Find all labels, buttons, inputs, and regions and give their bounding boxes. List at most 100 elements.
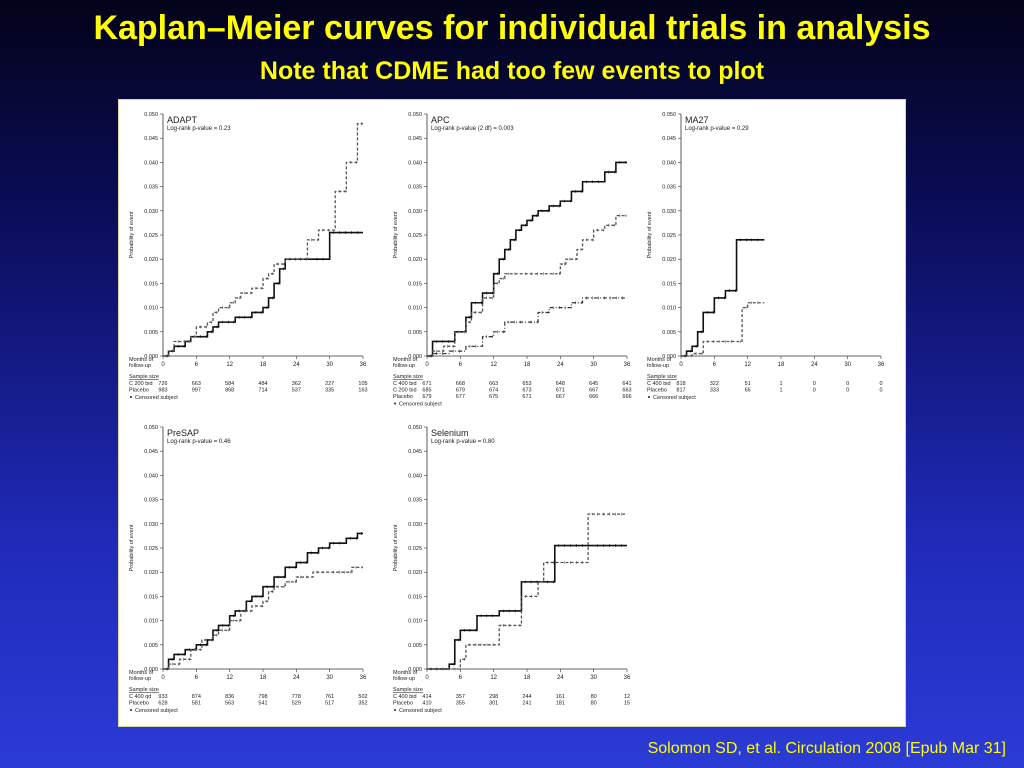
- censored-legend-dot: [394, 402, 396, 405]
- y-tick-label: 0.040: [662, 160, 676, 166]
- risk-table-label: Sample size: [129, 374, 159, 380]
- km-panel-presap: 0.000 0.005 0.010 0.015 0.020 0.025 0.030 0.035…: [129, 425, 368, 714]
- y-tick-label: 0.040: [144, 473, 158, 479]
- y-tick-label: 0.040: [408, 160, 422, 166]
- risk-row-name: C 400 bid: [393, 694, 417, 700]
- x-tick-label: 30: [590, 362, 597, 368]
- risk-value: 161: [556, 694, 565, 700]
- risk-value: 761: [325, 694, 334, 700]
- y-tick-label: 0.020: [408, 570, 422, 576]
- risk-value: 653: [522, 381, 531, 387]
- risk-value: 0: [846, 381, 849, 387]
- risk-value: 541: [258, 701, 267, 707]
- risk-value: 181: [556, 701, 565, 707]
- risk-value: 0: [879, 388, 882, 394]
- x-tick-label: 18: [260, 362, 267, 368]
- risk-value: 666: [622, 394, 631, 400]
- x-tick-label: 24: [293, 362, 300, 368]
- axis-lines: [680, 114, 881, 357]
- series-line-placebo: [427, 513, 627, 670]
- risk-value: 0: [813, 388, 816, 394]
- panel-title: PreSAP: [167, 428, 199, 438]
- risk-value: 798: [258, 694, 267, 700]
- risk-value: 244: [522, 694, 531, 700]
- risk-value: 679: [456, 388, 465, 394]
- y-tick-label: 0.000: [408, 667, 422, 673]
- x-tick-label: 36: [624, 362, 631, 368]
- x-tick-label: 12: [744, 362, 751, 368]
- y-tick-label: 0.000: [144, 354, 158, 360]
- y-tick-label: 0.035: [662, 185, 676, 191]
- y-tick-label: 0.005: [144, 643, 158, 649]
- axis-lines: [162, 427, 363, 670]
- risk-table-label: Sample size: [129, 687, 159, 693]
- risk-value: 410: [422, 701, 431, 707]
- y-tick-label: 0.025: [144, 546, 158, 552]
- y-tick-label: 0.025: [408, 546, 422, 552]
- risk-row-name: C 400 qd: [129, 694, 151, 700]
- risk-value: 0: [879, 381, 882, 387]
- y-tick-label: 0.010: [144, 619, 158, 625]
- risk-value: 726: [158, 381, 167, 387]
- risk-value: 502: [358, 694, 367, 700]
- axis-lines: [426, 427, 627, 670]
- y-axis-label: Probability of event: [393, 524, 399, 571]
- series-line-placebo: [163, 123, 363, 357]
- risk-value: 301: [489, 701, 498, 707]
- series-line-c-400-bid: [427, 544, 627, 670]
- y-tick-label: 0.000: [408, 354, 422, 360]
- y-axis-label: Probability of event: [129, 211, 135, 258]
- y-tick-label: 0.025: [662, 233, 676, 239]
- risk-row-name: C 200 bid: [393, 388, 417, 394]
- censored-legend-label: Censored subject: [135, 395, 178, 401]
- risk-row-name: Placebo: [393, 701, 413, 707]
- y-tick-label: 0.030: [408, 522, 422, 528]
- risk-value: 868: [225, 388, 234, 394]
- risk-value: 529: [292, 701, 301, 707]
- risk-value: 80: [591, 701, 597, 707]
- risk-value: 51: [745, 381, 751, 387]
- risk-value: 778: [292, 694, 301, 700]
- x-tick-label: 0: [425, 675, 429, 681]
- y-tick-label: 0.000: [144, 667, 158, 673]
- x-tick-label: 12: [490, 675, 497, 681]
- y-tick-label: 0.005: [408, 643, 422, 649]
- risk-value: 105: [358, 381, 367, 387]
- panel-subtitle: Log-rank p-value (2 df) = 0.003: [431, 126, 514, 132]
- series-line-placebo: [427, 297, 627, 357]
- censored-legend-dot: [648, 396, 650, 398]
- risk-value: 537: [292, 388, 301, 394]
- y-tick-label: 0.035: [408, 185, 422, 191]
- risk-row-name: Placebo: [129, 701, 149, 707]
- panel-subtitle: Log-rank p-value = 0.23: [167, 126, 231, 132]
- risk-value: 645: [589, 381, 598, 387]
- y-tick-label: 0.025: [408, 233, 422, 239]
- x-tick-label: 24: [811, 362, 818, 368]
- risk-value: 714: [258, 388, 267, 394]
- panel-subtitle: Log-rank p-value = 0.29: [685, 126, 749, 132]
- y-tick-label: 0.015: [144, 594, 158, 600]
- risk-value: 648: [556, 381, 565, 387]
- risk-value: 874: [192, 694, 201, 700]
- risk-value: 15: [624, 701, 630, 707]
- risk-value: 679: [422, 394, 431, 400]
- y-tick-label: 0.015: [408, 594, 422, 600]
- risk-value: 584: [225, 381, 234, 387]
- y-tick-label: 0.030: [662, 209, 676, 215]
- x-tick-label: 18: [524, 362, 531, 368]
- risk-value: 484: [258, 381, 267, 387]
- risk-value: 663: [622, 388, 631, 394]
- x-tick-label: 24: [293, 675, 300, 681]
- risk-row-name: C 400 bid: [393, 381, 417, 387]
- figure-panel: 0.000 0.005 0.010 0.015 0.020 0.025 0.030 0.035…: [118, 99, 906, 727]
- risk-row-name: C 200 bid: [129, 381, 153, 387]
- x-tick-label: 24: [557, 362, 564, 368]
- x-axis-label: Months of follow-up: [647, 357, 672, 369]
- risk-value: 355: [456, 701, 465, 707]
- y-tick-label: 0.010: [408, 306, 422, 312]
- y-tick-label: 0.025: [144, 233, 158, 239]
- risk-value: 65: [745, 388, 751, 394]
- axis-lines: [162, 114, 363, 357]
- risk-row-name: Placebo: [393, 394, 413, 400]
- risk-value: 667: [589, 388, 598, 394]
